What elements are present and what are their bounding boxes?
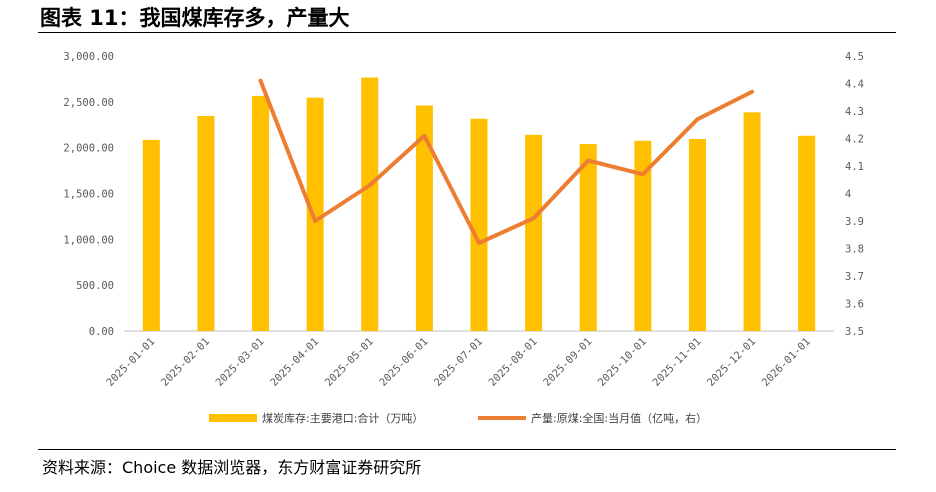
y-left-tick-label: 2,000.00 [63, 143, 114, 155]
y-axis-right: 3.5 3.6 3.7 3.8 3.9 4 4.1 4.2 4.3 4.4 4.5 [845, 51, 864, 338]
y-axis-left: 0.00 500.00 1,000.00 1,500.00 2,000.00 2,500.… [63, 51, 114, 338]
bar-2025-12-01 [743, 112, 761, 331]
y-right-tick-label: 3.6 [845, 299, 864, 311]
bar-2025-05-01 [361, 77, 379, 332]
x-tick-label: 2025-10-01 [596, 336, 649, 389]
source-rule [38, 449, 896, 450]
y-right-tick-label: 4.2 [845, 134, 864, 146]
chart: 0.00 500.00 1,000.00 1,500.00 2,000.00 2,500.… [63, 51, 864, 425]
bar-2025-07-01 [470, 118, 488, 332]
y-right-tick-label: 3.7 [845, 271, 864, 283]
bar-2025-10-01 [634, 140, 652, 331]
bar-2025-11-01 [688, 138, 706, 331]
y-left-tick-label: 500.00 [76, 280, 114, 292]
bar-series [142, 77, 816, 332]
figure-title: 图表 11：我国煤库存多，产量大 [40, 6, 350, 30]
bar-2026-01-01 [798, 135, 816, 331]
y-left-tick-label: 3,000.00 [63, 51, 114, 63]
x-tick-label: 2025-11-01 [650, 336, 703, 389]
y-left-tick-label: 1,000.00 [63, 234, 114, 246]
y-right-tick-label: 3.9 [845, 216, 864, 228]
y-right-tick-label: 4.1 [845, 161, 864, 173]
bar-2025-01-01 [142, 139, 160, 331]
x-tick-label: 2026-01-01 [760, 336, 813, 389]
line-series [258, 78, 755, 245]
x-tick-label: 2025-07-01 [432, 336, 485, 389]
bar-2025-09-01 [579, 144, 597, 331]
y-left-tick-label: 2,500.00 [63, 97, 114, 109]
bar-2025-08-01 [525, 134, 543, 331]
source-note: 资料来源：Choice 数据浏览器，东方财富证券研究所 [42, 458, 422, 477]
x-tick-label: 2025-06-01 [377, 336, 430, 389]
y-right-tick-label: 3.5 [845, 326, 864, 338]
bar-2025-04-01 [306, 97, 324, 331]
y-left-tick-label: 0.00 [89, 326, 114, 338]
x-tick-label: 2025-09-01 [541, 336, 594, 389]
legend-bar-label: 煤炭库存:主要港口:合计（万吨） [262, 411, 423, 425]
legend-line-label: 产量:原煤:全国:当月值（亿吨，右） [531, 411, 707, 425]
x-axis: 2025-01-01 2025-02-01 2025-03-01 2025-04-01… [104, 336, 813, 389]
y-right-tick-label: 3.8 [845, 244, 864, 256]
y-right-tick-label: 4 [845, 189, 851, 201]
x-tick-label: 2025-03-01 [213, 336, 266, 389]
x-tick-label: 2025-01-01 [104, 336, 157, 389]
y-right-tick-label: 4.5 [845, 51, 864, 63]
title-rule [38, 32, 896, 33]
x-tick-label: 2025-12-01 [705, 336, 758, 389]
bar-2025-02-01 [197, 116, 215, 332]
x-tick-label: 2025-08-01 [487, 336, 540, 389]
legend-bar-swatch [209, 414, 257, 422]
y-right-tick-label: 4.3 [845, 106, 864, 118]
y-left-tick-label: 1,500.00 [63, 189, 114, 201]
x-tick-label: 2025-05-01 [323, 336, 376, 389]
legend: 煤炭库存:主要港口:合计（万吨） 产量:原煤:全国:当月值（亿吨，右） [209, 411, 707, 425]
line-path [258, 78, 755, 245]
x-tick-label: 2025-02-01 [159, 336, 212, 389]
bar-2025-03-01 [252, 95, 270, 331]
bar-2025-06-01 [415, 105, 433, 331]
x-tick-label: 2025-04-01 [268, 336, 321, 389]
y-right-tick-label: 4.4 [845, 79, 864, 91]
